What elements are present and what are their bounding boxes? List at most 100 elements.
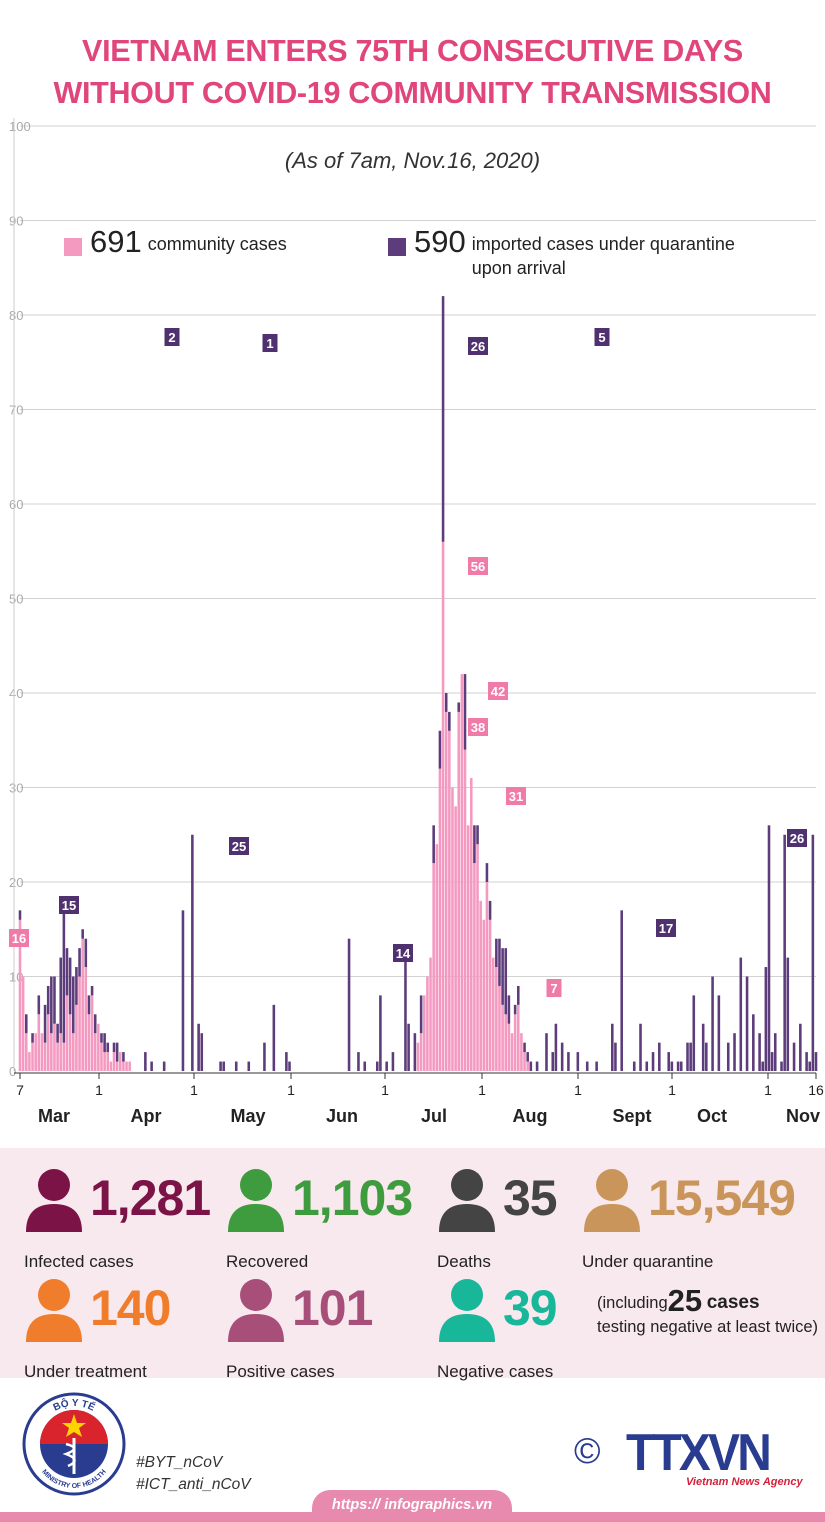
imported-bar	[247, 1061, 251, 1071]
chart-axis: 7 1 1 1 1 1 1 1 1 16 Mar Apr May Jun Jul Aug Sept Oct Nov	[14, 1072, 824, 1126]
stat-positive-value: 101	[292, 1280, 373, 1336]
note-suffix: testing negative at least twice)	[597, 1318, 819, 1336]
x-month-label: Apr	[131, 1106, 162, 1126]
community-bar	[59, 1033, 63, 1071]
community-bar	[100, 1042, 103, 1071]
data-label: 1	[266, 336, 273, 351]
y-tick-label: 20	[9, 875, 23, 890]
imported-bar	[501, 948, 504, 1005]
x-day-label: 1	[668, 1082, 676, 1098]
imported-bar	[667, 1052, 670, 1071]
page-title: VIETNAM ENTERS 75TH CONSECUTIVE DAYS WIT…	[0, 30, 825, 114]
subtitle: (As of 7am, Nov.16, 2020)	[284, 148, 541, 173]
imported-bar	[93, 1014, 97, 1034]
imported-bar	[288, 1061, 291, 1071]
imported-bar	[115, 1042, 119, 1062]
community-bar	[62, 1042, 66, 1071]
stat-treatment-value: 140	[90, 1280, 171, 1336]
data-label-box	[59, 896, 79, 914]
imported-bar	[103, 1033, 106, 1053]
data-label-box	[229, 837, 249, 855]
note-prefix: (including	[597, 1294, 668, 1312]
stat-negative-label: Negative cases	[437, 1362, 554, 1381]
negative-note: (including25 cases testing negative at l…	[597, 1285, 819, 1339]
community-bar	[128, 1061, 131, 1071]
community-bar	[106, 1052, 110, 1071]
person-icon	[228, 1169, 284, 1232]
imported-bar	[448, 711, 451, 731]
imported-bar	[495, 938, 498, 968]
y-tick-label: 70	[9, 403, 23, 418]
legend-community-value: 691	[90, 224, 142, 259]
community-bar	[495, 967, 498, 1071]
chart-grid: 0 10 20 30 40 50 60 70 80 90 100	[9, 118, 816, 1079]
imported-bar	[56, 1023, 59, 1043]
imported-bar	[516, 985, 520, 1005]
imported-bar	[551, 1052, 555, 1071]
community-bar	[504, 1014, 508, 1071]
x-day-label: 1	[287, 1082, 295, 1098]
imported-bar	[488, 900, 492, 920]
imported-bar	[144, 1052, 147, 1071]
imported-bar	[71, 976, 75, 1034]
community-bar	[87, 1014, 91, 1071]
imported-bar	[523, 1042, 526, 1053]
imported-bar	[100, 1033, 103, 1043]
x-month-label: Sept	[612, 1106, 651, 1126]
x-month-label: Nov	[786, 1106, 820, 1126]
community-bar	[491, 957, 495, 1071]
website-link[interactable]: https:// infographics.vn	[312, 1490, 512, 1522]
y-tick-label: 60	[9, 497, 23, 512]
logo-top-text: BỘ Y TẾ	[52, 1396, 98, 1413]
imported-bar	[679, 1061, 683, 1071]
community-bar	[71, 1033, 75, 1071]
agency-subtitle: Vietnam News Agency	[686, 1476, 803, 1488]
imported-bar	[222, 1061, 225, 1071]
community-bar	[81, 938, 84, 1071]
imported-bar	[676, 1061, 680, 1071]
imported-bar	[670, 1061, 674, 1071]
x-day-label: 1	[764, 1082, 772, 1098]
imported-bar	[391, 1052, 395, 1071]
imported-bar	[191, 834, 194, 1071]
hashtag-ict: #ICT_anti_nCoV	[136, 1476, 251, 1493]
stat-quarantine-value: 15,549	[648, 1170, 796, 1226]
imported-bar	[761, 1061, 765, 1071]
data-label: 42	[491, 684, 505, 699]
imported-bar	[745, 976, 749, 1071]
y-tick-label: 90	[9, 214, 23, 229]
imported-bar	[498, 938, 501, 986]
imported-bar	[200, 1033, 204, 1071]
x-month-label: Jul	[421, 1106, 447, 1126]
imported-bar	[726, 1042, 730, 1071]
data-label: 31	[509, 789, 523, 804]
imported-bar	[31, 1033, 34, 1043]
community-bar	[122, 1061, 125, 1071]
person-icon	[439, 1169, 495, 1232]
legend-imported-value: 590	[414, 224, 466, 259]
x-month-label: Jun	[326, 1106, 358, 1126]
data-label: 26	[790, 831, 804, 846]
imported-bar	[78, 948, 81, 977]
data-label-box	[9, 929, 29, 947]
imported-bar	[106, 1042, 110, 1053]
stat-recovered-label: Recovered	[226, 1252, 309, 1271]
imported-bar	[463, 674, 467, 750]
stat-treatment-label: Under treatment	[24, 1362, 147, 1381]
imported-bar	[50, 976, 53, 1034]
y-tick-label: 40	[9, 686, 23, 701]
community-bar	[97, 1023, 100, 1071]
community-bar	[482, 919, 486, 1071]
community-bar	[103, 1052, 106, 1071]
imported-bar	[560, 1042, 564, 1071]
y-tick-label: 10	[9, 970, 23, 985]
legend-community: 691 community cases	[64, 224, 287, 260]
imported-bar	[733, 1033, 736, 1071]
imported-bar	[545, 1033, 548, 1071]
hashtag-byt: #BYT_nCoV	[136, 1454, 223, 1471]
data-label-box	[262, 334, 278, 352]
community-bar	[40, 1033, 44, 1071]
note-count: 25	[667, 1283, 703, 1318]
data-label-box	[594, 328, 610, 346]
imported-bar	[701, 1023, 705, 1071]
